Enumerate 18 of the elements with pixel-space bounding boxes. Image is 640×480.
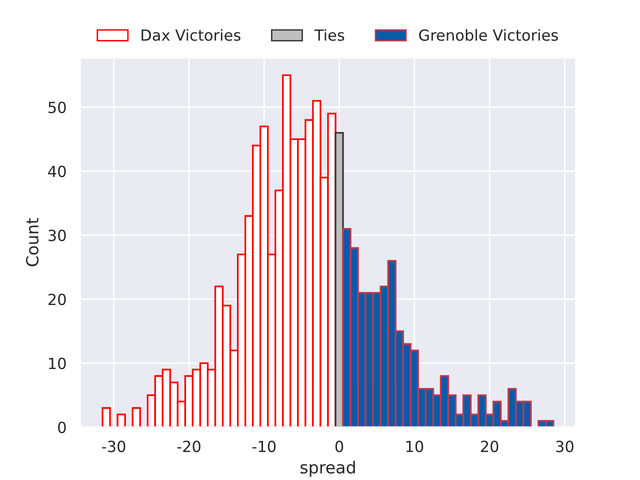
legend-label: Dax Victories: [142, 29, 240, 41]
y-tick-label: 0: [58, 422, 66, 434]
y-axis-title: Count: [26, 218, 39, 266]
legend-label: Ties: [314, 29, 344, 41]
y-tick-label: 20: [48, 294, 66, 306]
x-tick-label: -30: [102, 440, 126, 452]
x-tick-label: -10: [252, 440, 276, 452]
x-tick-label: 30: [556, 440, 574, 452]
y-tick-label: 10: [49, 358, 66, 370]
x-axis-title: spread: [300, 460, 355, 477]
x-tick-label: 20: [480, 440, 498, 452]
y-tick-label: 30: [48, 230, 66, 242]
x-tick-label: 0: [335, 440, 344, 452]
x-tick-label: -20: [177, 440, 200, 452]
y-tick-label: 40: [48, 166, 66, 178]
legend-label: Grenoble Victories: [419, 29, 558, 41]
y-tick-label: 50: [48, 102, 66, 114]
x-tick-label: 10: [406, 440, 424, 452]
